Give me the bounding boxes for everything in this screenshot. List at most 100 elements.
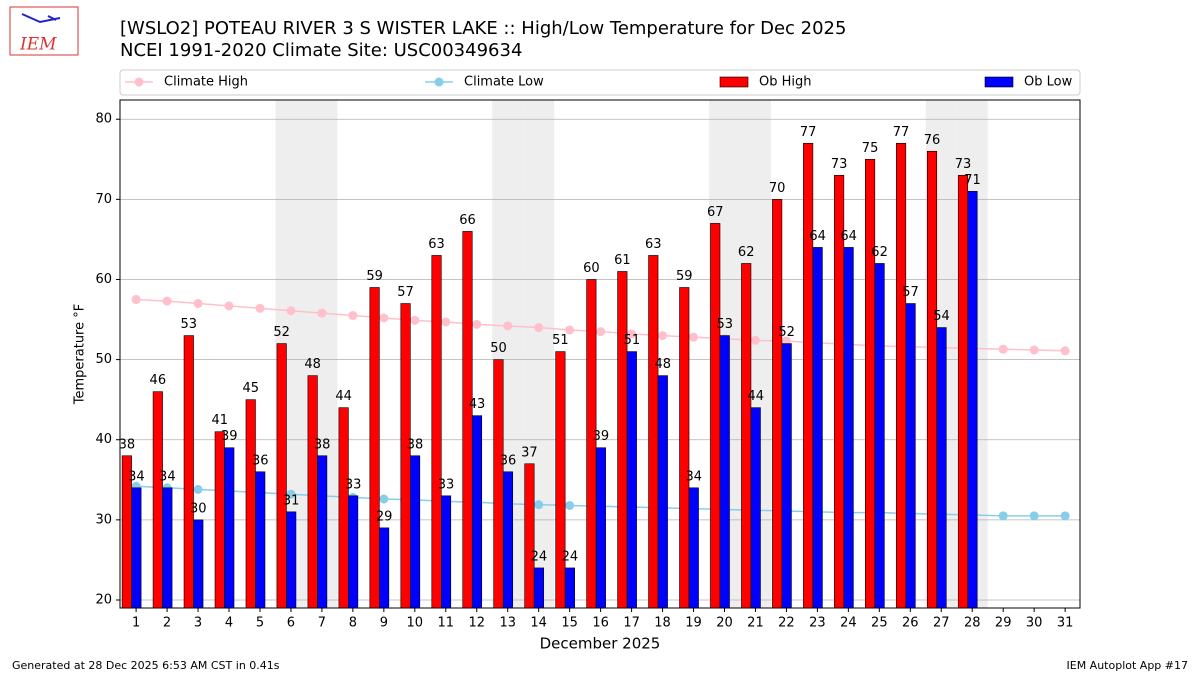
- bar: [564, 567, 575, 609]
- bar: [533, 567, 544, 609]
- bar: [843, 247, 854, 609]
- bar: [957, 175, 969, 609]
- data-label: 38: [314, 437, 331, 452]
- x-tick-label: 24: [840, 616, 857, 631]
- data-label: 39: [221, 429, 238, 444]
- x-tick-label: 6: [287, 616, 295, 631]
- data-label: 64: [809, 229, 826, 244]
- data-label: 38: [407, 437, 424, 452]
- bar: [224, 447, 235, 609]
- x-tick-label: 12: [468, 616, 485, 631]
- climate-marker: [534, 500, 544, 510]
- x-tick-label: 27: [933, 616, 950, 631]
- bar: [719, 335, 730, 609]
- climate-marker: [596, 327, 606, 337]
- climate-marker: [565, 500, 575, 510]
- climate-marker: [193, 299, 203, 309]
- logo-frame: [9, 6, 79, 56]
- data-label: 30: [190, 501, 207, 516]
- data-label: 43: [469, 397, 486, 412]
- bar: [255, 471, 266, 609]
- climate-marker: [193, 484, 203, 494]
- data-label: 48: [304, 357, 321, 372]
- x-tick-label: 8: [349, 616, 357, 631]
- x-tick-label: 26: [902, 616, 919, 631]
- legend-label: Ob High: [759, 75, 812, 90]
- data-label: 34: [685, 469, 702, 484]
- x-tick-label: 21: [747, 616, 764, 631]
- legend-label: Climate High: [164, 75, 248, 90]
- data-label: 57: [902, 285, 919, 300]
- y-tick-label: 30: [95, 512, 112, 527]
- data-label: 51: [552, 333, 569, 348]
- x-tick-label: 19: [685, 616, 702, 631]
- legend-swatch: [719, 76, 749, 88]
- bar: [803, 142, 814, 609]
- data-label: 53: [716, 317, 733, 332]
- data-label: 44: [747, 389, 764, 404]
- legend-label: Climate Low: [464, 75, 544, 90]
- x-tick-label: 28: [964, 616, 981, 631]
- bar: [440, 495, 452, 609]
- bar: [936, 327, 947, 609]
- bar: [131, 487, 142, 609]
- legend-swatch: [984, 76, 1014, 88]
- x-tick-label: 18: [654, 616, 671, 631]
- climate-marker: [162, 296, 172, 306]
- x-tick-label: 30: [1026, 616, 1043, 631]
- x-tick-label: 7: [318, 616, 326, 631]
- bar: [400, 303, 411, 609]
- x-tick-label: 17: [623, 616, 640, 631]
- logo-text: IEM: [19, 35, 57, 55]
- climate-marker: [379, 494, 389, 504]
- climate-marker: [998, 344, 1008, 354]
- x-tick-label: 15: [561, 616, 578, 631]
- climate-marker: [255, 303, 265, 313]
- climate-marker: [534, 323, 544, 333]
- climate-marker: [1029, 511, 1039, 521]
- climate-marker: [286, 306, 296, 316]
- plot-frame: [119, 99, 1081, 609]
- x-tick-label: 20: [716, 616, 733, 631]
- x-tick-label: 9: [380, 616, 388, 631]
- bar: [772, 199, 783, 609]
- climate-marker: [131, 295, 141, 305]
- bar: [162, 487, 173, 609]
- bar: [657, 375, 668, 609]
- data-label: 38: [119, 437, 136, 452]
- bar: [781, 343, 792, 609]
- x-axis-label: December 2025: [540, 635, 661, 653]
- climate-marker: [998, 511, 1008, 521]
- data-label: 66: [459, 213, 476, 228]
- data-label: 36: [252, 453, 269, 468]
- data-label: 77: [893, 125, 910, 140]
- data-label: 48: [655, 357, 672, 372]
- legend-label: Ob Low: [1024, 75, 1073, 90]
- climate-marker: [472, 319, 482, 329]
- data-label: 50: [490, 341, 507, 356]
- x-tick-label: 11: [438, 616, 455, 631]
- data-label: 62: [871, 245, 888, 260]
- data-label: 60: [583, 261, 600, 276]
- bar: [967, 191, 978, 609]
- data-label: 46: [150, 373, 167, 388]
- y-tick-label: 60: [95, 272, 112, 287]
- data-label: 70: [769, 181, 786, 196]
- x-tick-label: 4: [225, 616, 233, 631]
- x-tick-label: 22: [778, 616, 795, 631]
- data-label: 36: [500, 453, 517, 468]
- footer-left: Generated at 28 Dec 2025 6:53 AM CST in …: [12, 659, 280, 672]
- x-tick-label: 13: [499, 616, 516, 631]
- data-label: 57: [397, 285, 414, 300]
- data-label: 29: [376, 509, 393, 524]
- bar: [152, 391, 163, 609]
- data-label: 73: [831, 157, 848, 172]
- bar: [245, 399, 256, 609]
- bar: [688, 487, 699, 609]
- bar: [348, 495, 359, 609]
- data-label: 52: [273, 325, 290, 340]
- data-label: 24: [531, 549, 548, 564]
- bar: [338, 407, 349, 609]
- data-label: 44: [335, 389, 352, 404]
- bar: [905, 303, 916, 609]
